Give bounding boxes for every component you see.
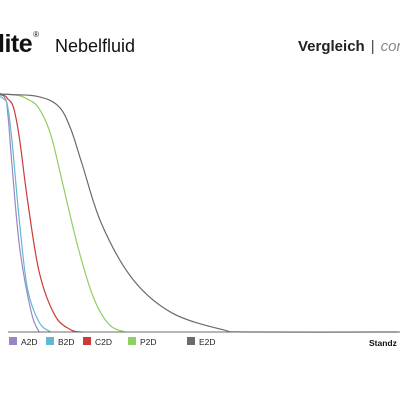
product-name: Nebelfluid xyxy=(55,36,136,56)
legend-swatch-a2d xyxy=(9,337,17,345)
legend-swatch-b2d xyxy=(46,337,54,345)
legend: A2D B2D C2D P2D E2D xyxy=(9,337,216,347)
heading-bold: Vergleich xyxy=(298,38,365,55)
series-line-p2d xyxy=(0,93,126,333)
legend-label-b2d: B2D xyxy=(58,337,75,347)
legend-label-p2d: P2D xyxy=(140,337,157,347)
series-line-b2d xyxy=(0,95,52,333)
series-line-a2d xyxy=(0,92,40,333)
registered-mark: ® xyxy=(33,29,39,39)
legend-label-a2d: A2D xyxy=(21,337,38,347)
legend-label-e2d: E2D xyxy=(199,337,216,347)
series-line-e2d xyxy=(0,93,399,333)
brand-logo: lite® xyxy=(0,30,39,59)
series-line-c2d xyxy=(0,94,83,333)
legend-label-c2d: C2D xyxy=(95,337,112,347)
x-axis-label: Standz xyxy=(369,338,397,348)
heading-light: com xyxy=(380,38,400,55)
legend-swatch-p2d xyxy=(128,337,136,345)
series-layer xyxy=(0,92,400,333)
brand-name: lite xyxy=(0,30,33,58)
page-heading: Vergleich | com xyxy=(298,38,400,55)
legend-swatch-c2d xyxy=(83,337,91,345)
heading-separator: | xyxy=(370,38,375,55)
legend-swatch-e2d xyxy=(187,337,195,345)
